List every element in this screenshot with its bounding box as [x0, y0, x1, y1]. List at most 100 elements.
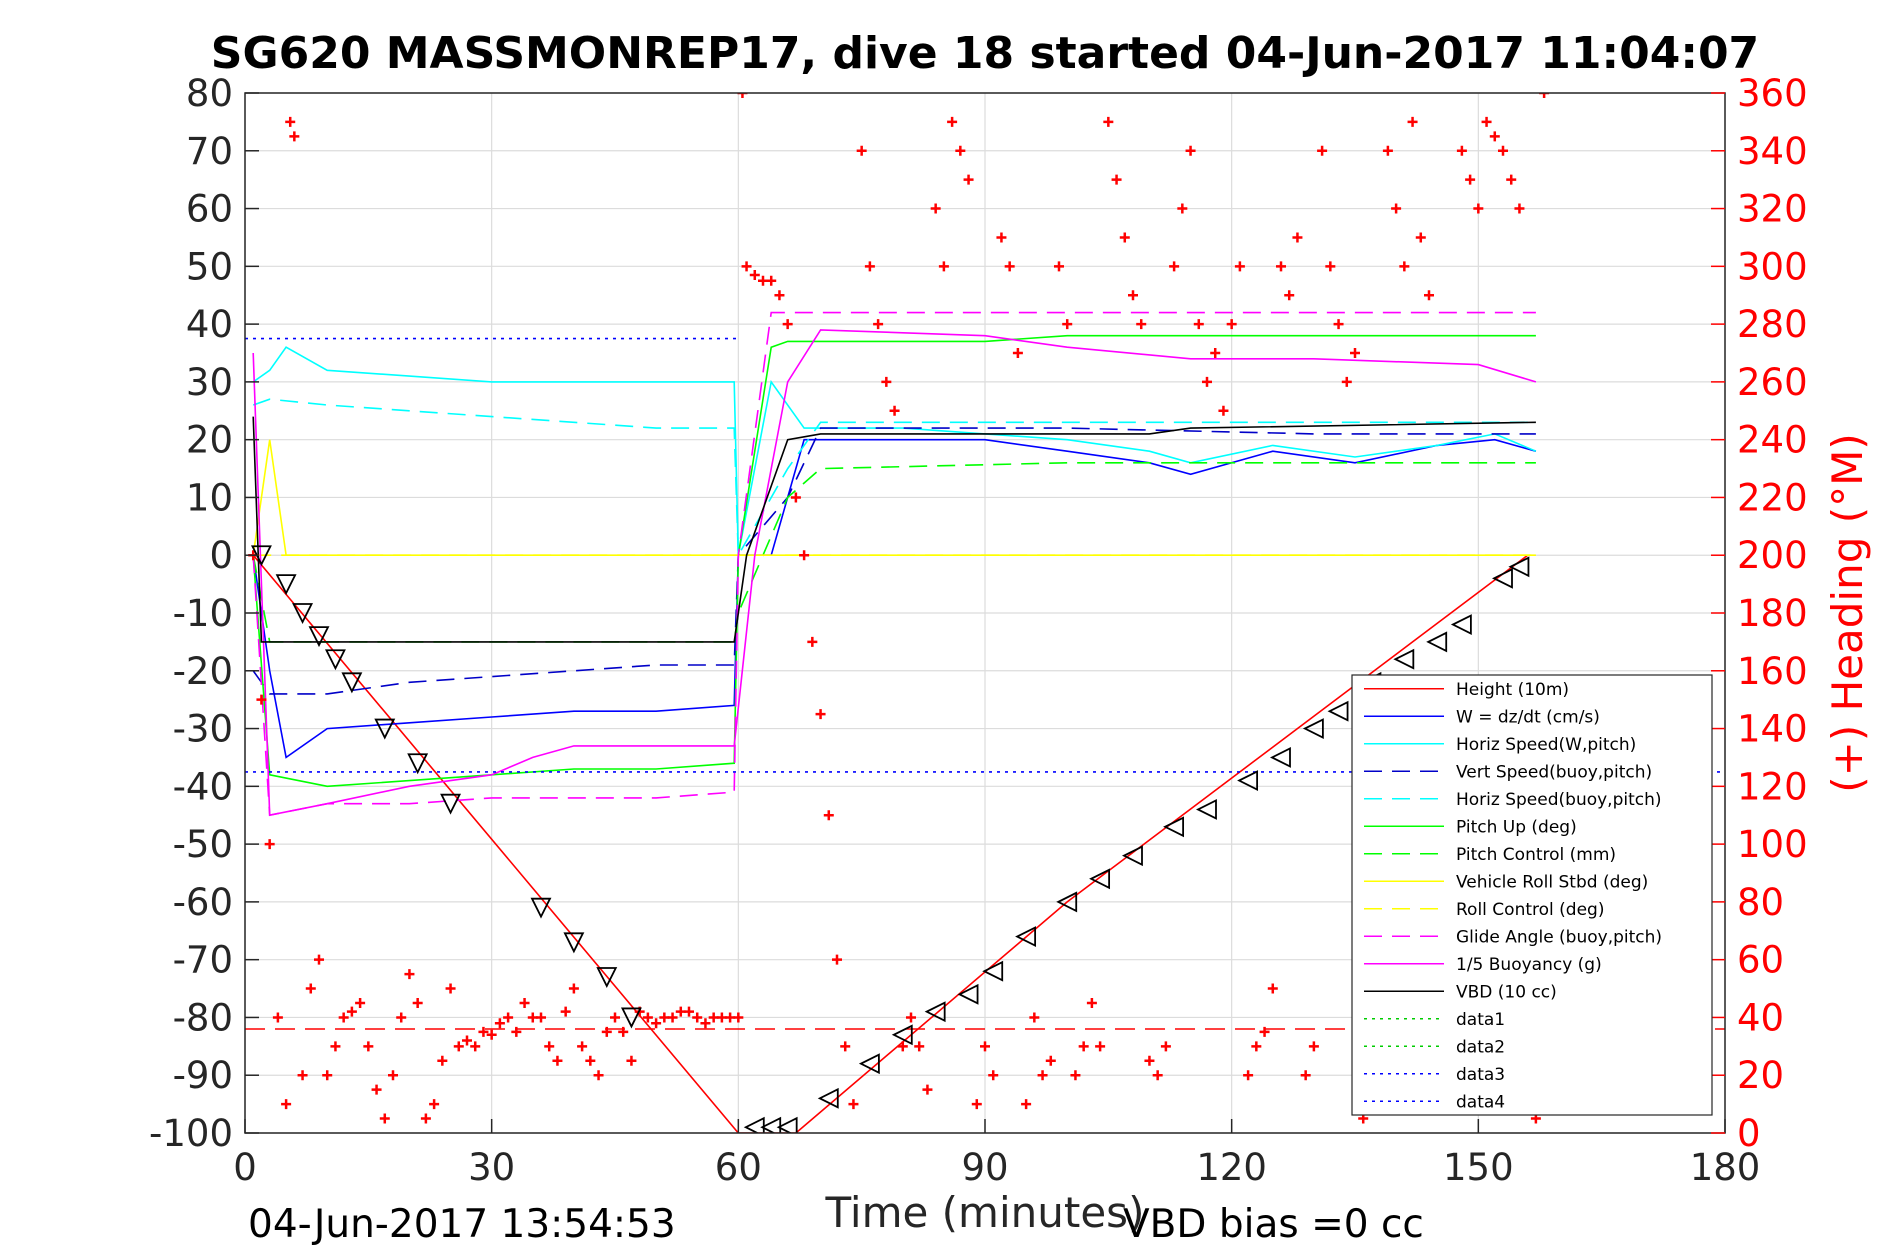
heading-point	[610, 1012, 620, 1023]
heading-point	[256, 694, 267, 705]
heading-point	[1103, 116, 1114, 127]
heading-point	[437, 1055, 448, 1066]
heading-point	[1391, 203, 1402, 214]
heading-point	[585, 1055, 596, 1066]
heading-point	[1152, 1070, 1163, 1081]
height-marker	[1450, 614, 1472, 636]
heading-point	[1284, 290, 1295, 301]
heading-point	[1169, 261, 1180, 272]
legend-label: data3	[1456, 1065, 1505, 1085]
heading-point	[1424, 290, 1434, 301]
y-right-tick-label: 80	[1737, 881, 1784, 924]
plot-data	[245, 93, 1725, 1133]
heading-point	[1037, 1070, 1048, 1081]
x-tick-label: 120	[1196, 1146, 1267, 1189]
heading-point	[511, 1026, 522, 1037]
x-tick-label: 0	[233, 1146, 257, 1189]
heading-point	[737, 93, 748, 98]
heading-point	[577, 1041, 588, 1052]
heading-point	[1226, 319, 1237, 330]
heading-point	[782, 319, 793, 330]
heading-point	[1078, 1041, 1089, 1052]
height-marker	[924, 1001, 946, 1023]
heading-point	[412, 998, 423, 1008]
heading-point	[889, 405, 900, 416]
heading-point	[1489, 131, 1500, 142]
height-marker	[407, 753, 429, 775]
heading-point	[955, 145, 966, 156]
heading-point	[1300, 1070, 1311, 1081]
legend-label: Horiz Speed(W,pitch)	[1456, 735, 1636, 755]
y-tick-label: -40	[173, 765, 233, 808]
chart-title: SG620 MASSMONREP17, dive 18 started 04-J…	[211, 28, 1759, 79]
y-tick-label: -10	[173, 592, 233, 635]
heading-point	[1267, 983, 1278, 994]
height-marker	[776, 1116, 798, 1133]
heading-point	[840, 1041, 851, 1052]
heading-point	[1054, 261, 1064, 272]
height-marker	[1237, 770, 1259, 792]
heading-point	[503, 1012, 514, 1023]
legend-label: Glide Angle (buoy,pitch)	[1456, 927, 1662, 947]
y-right-tick-label: 360	[1737, 72, 1808, 115]
heading-point	[642, 1012, 653, 1023]
heading-point	[330, 1041, 341, 1052]
heading-point	[692, 1012, 703, 1023]
height-marker	[440, 793, 462, 815]
height-marker	[341, 672, 363, 694]
y-axis-right: 0 20 40 60 80 100 120 140 160 180 200 220 240 260 280 3…	[1711, 72, 1808, 1155]
y-tick-label: -80	[173, 996, 233, 1039]
heading-point	[1317, 145, 1328, 156]
height-marker	[308, 626, 330, 648]
heading-point	[897, 1041, 908, 1052]
y-right-tick-label: 140	[1737, 708, 1808, 751]
heading-point	[396, 1012, 407, 1023]
footer-vbd-bias: VBD bias =0 cc	[1123, 1202, 1424, 1247]
heading-point	[314, 954, 324, 965]
heading-point	[799, 550, 810, 561]
heading-point	[1259, 1026, 1270, 1037]
heading-point	[790, 492, 801, 503]
heading-point	[938, 261, 949, 272]
y-tick-label: 80	[186, 72, 233, 115]
height-marker	[1302, 718, 1324, 740]
heading-point	[741, 261, 752, 272]
legend-label: Height (10m)	[1456, 680, 1569, 700]
heading-point	[478, 1026, 489, 1037]
heading-point	[1004, 261, 1015, 272]
heading-point	[445, 983, 456, 994]
series-line-3	[252, 427, 1536, 695]
heading-point	[815, 709, 826, 720]
heading-point	[1029, 1012, 1040, 1023]
heading-point	[1086, 998, 1097, 1008]
heading-point	[560, 1006, 571, 1017]
heading-point	[494, 1018, 505, 1029]
legend-label: Pitch Control (mm)	[1456, 845, 1616, 865]
height-marker	[1327, 700, 1349, 722]
heading-point	[1506, 174, 1517, 185]
series-line-11	[252, 416, 1536, 643]
heading-point	[881, 376, 892, 387]
x-axis-label: Time (minutes)	[825, 1188, 1145, 1237]
height-marker	[275, 574, 297, 596]
y-right-tick-label: 200	[1737, 534, 1808, 577]
y-right-tick-label: 220	[1737, 476, 1808, 519]
heading-point	[1473, 203, 1484, 214]
y-tick-label: -100	[149, 1112, 233, 1155]
heading-point	[1136, 319, 1147, 330]
height-marker	[292, 603, 314, 625]
heading-point	[1350, 348, 1360, 358]
heading-point	[281, 1099, 292, 1110]
heading-point	[371, 1084, 382, 1095]
x-tick-label: 60	[715, 1146, 762, 1189]
series-line-9	[252, 311, 1536, 817]
heading-point	[519, 998, 530, 1008]
footer-timestamp: 04-Jun-2017 13:54:53	[248, 1202, 676, 1247]
x-tick-label: 150	[1443, 1146, 1514, 1189]
heading-point	[1111, 174, 1122, 185]
heading-point	[1021, 1099, 1032, 1110]
heading-point	[453, 1041, 464, 1052]
x-axis: 0 30 60 90 120 150 180	[233, 1119, 1760, 1189]
legend-box	[1351, 674, 1713, 1116]
